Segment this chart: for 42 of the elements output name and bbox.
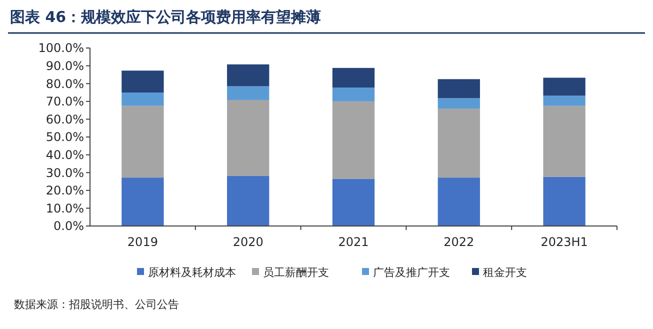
bar	[332, 68, 375, 88]
bar	[438, 98, 480, 109]
legend-label: 原材料及耗材成本	[148, 266, 236, 279]
bar	[543, 106, 586, 177]
y-tick-label: 60.0%	[46, 112, 84, 126]
bar	[438, 178, 480, 226]
bar	[332, 178, 375, 226]
y-tick-label: 10.0%	[46, 201, 84, 216]
bar	[543, 78, 586, 96]
bar	[332, 88, 375, 102]
y-tick-label: 100.0%	[38, 41, 84, 56]
legend-label: 广告及推广开支	[373, 266, 450, 279]
bar	[122, 106, 164, 178]
bar	[543, 176, 586, 226]
y-tick-label: 80.0%	[46, 76, 84, 91]
x-tick-label: 2019	[127, 235, 158, 249]
bar	[543, 96, 586, 106]
x-tick-label: 2020	[232, 235, 264, 249]
x-tick-label: 2023H1	[540, 235, 588, 249]
x-tick-label: 2021	[338, 235, 369, 249]
bar	[438, 108, 480, 178]
bar	[227, 86, 270, 100]
y-tick-label: 0.0%	[54, 219, 84, 234]
y-tick-label: 30.0%	[46, 166, 84, 180]
y-tick-label: 20.0%	[46, 184, 84, 198]
chart-title: 图表 46：规模效应下公司各项费用率有望摊薄	[10, 8, 322, 26]
source-note: 数据来源：招股说明书、公司公告	[14, 298, 179, 311]
bar	[332, 101, 375, 179]
bar	[227, 64, 270, 86]
legend-label: 员工薪酬开支	[263, 266, 329, 279]
bar	[122, 70, 164, 92]
bar	[122, 178, 164, 226]
bar	[227, 100, 270, 176]
y-tick-label: 40.0%	[46, 148, 84, 162]
y-tick-label: 50.0%	[46, 130, 84, 144]
x-tick-label: 2022	[444, 235, 474, 249]
bar	[438, 79, 480, 98]
bar	[227, 176, 270, 226]
y-tick-label: 90.0%	[46, 59, 84, 73]
legend-label: 租金开支	[483, 266, 527, 279]
bar	[122, 92, 164, 106]
y-tick-label: 70.0%	[46, 94, 84, 109]
